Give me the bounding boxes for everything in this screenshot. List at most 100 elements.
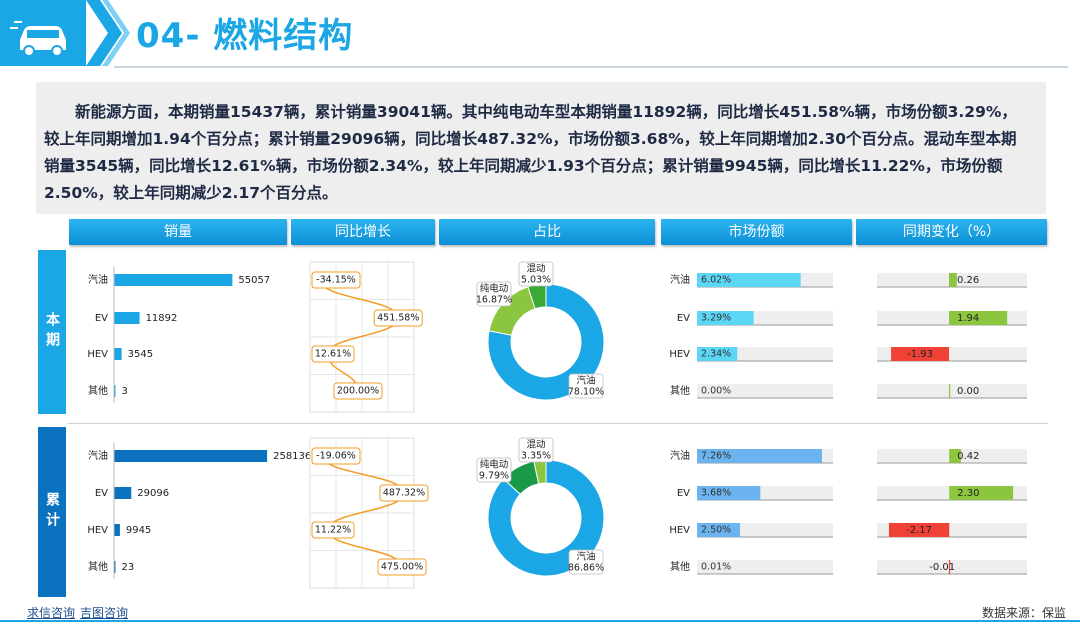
- market-share-value-label: 6.02%: [701, 275, 731, 286]
- column-header-market-share: 市场份额: [661, 219, 852, 245]
- pie-slice: [488, 286, 536, 336]
- market-share-category-label: EV: [677, 488, 690, 499]
- change-value-label: 2.30: [957, 488, 979, 499]
- pie-category-label: 汽油: [576, 551, 595, 563]
- column-header-share: 占比: [439, 219, 655, 245]
- footer-divider: [0, 620, 1080, 622]
- change-track: [877, 486, 1027, 500]
- growth-data-label-box: [377, 558, 427, 576]
- header-divider: [114, 66, 1068, 68]
- growth-data-label: 200.00%: [337, 386, 379, 397]
- pie-slice: [487, 283, 605, 401]
- growth-data-label-box: [333, 382, 383, 400]
- market-share-category-label: HEV: [669, 525, 690, 536]
- market-share-track: [697, 560, 833, 574]
- market-share-category-label: 汽油: [670, 273, 690, 286]
- car-icon: [10, 21, 66, 57]
- growth-data-label: 12.61%: [315, 349, 351, 360]
- change-value-label: 1.94: [957, 313, 979, 324]
- pie-label-box: [518, 261, 554, 287]
- growth-line: [322, 455, 405, 568]
- growth-data-label-box: [311, 271, 361, 289]
- market-share-bar: [697, 449, 822, 463]
- growth-data-label-box: [373, 309, 423, 327]
- row-group-cumulative: 累计: [38, 427, 66, 597]
- pie-category-label: 汽油: [576, 375, 595, 387]
- change-bar: [949, 486, 1014, 500]
- pie-value-label: 86.86%: [568, 563, 604, 574]
- pie-slice: [487, 459, 605, 577]
- market-share-bar: [697, 523, 741, 537]
- market-share-track: [697, 486, 833, 500]
- pie-value-label: 78.10%: [568, 387, 604, 398]
- market-share-category-label: 其他: [670, 384, 690, 397]
- change-bar: [891, 347, 949, 361]
- pie-label-box: [568, 549, 604, 575]
- row-group-current: 本期: [38, 250, 66, 414]
- market-share-bar: [697, 347, 738, 361]
- change-value-label: -1.93: [907, 349, 933, 360]
- change-bar: [949, 384, 951, 398]
- pie-value-label: 16.87%: [476, 295, 512, 306]
- footer-link-qiuxin[interactable]: 求信咨询: [27, 606, 76, 620]
- change-track: [877, 523, 1027, 537]
- pie-category-label: 混动: [526, 440, 545, 451]
- market-share-value-label: 3.29%: [701, 313, 731, 324]
- growth-data-label: 475.00%: [381, 562, 423, 573]
- pie-label-box: [518, 437, 554, 463]
- growth-data-label-box: [379, 484, 429, 502]
- column-header-sales: 销量: [69, 219, 287, 245]
- change-track: [877, 311, 1027, 325]
- market-share-track: [697, 523, 833, 537]
- pie-value-label: 9.79%: [479, 471, 509, 482]
- pie-category-label: 纯电动: [480, 459, 509, 471]
- growth-data-label: -19.06%: [316, 451, 356, 462]
- sales-bar: [114, 524, 120, 536]
- pie-category-label: 纯电动: [480, 283, 509, 295]
- sales-bar: [114, 450, 268, 462]
- sales-bar: [114, 348, 122, 360]
- sales-value-label: 11892: [146, 313, 178, 324]
- sales-value-label: 9945: [126, 525, 151, 536]
- change-bar: [949, 311, 1008, 325]
- market-share-bar: [697, 273, 801, 287]
- column-header-change: 同期变化（%）: [856, 219, 1047, 245]
- change-bar: [888, 523, 950, 537]
- growth-data-label-box: [311, 345, 355, 363]
- sales-bar: [114, 385, 116, 397]
- pie-value-label: 3.35%: [521, 451, 551, 462]
- sales-bar: [114, 274, 233, 286]
- growth-data-label-box: [311, 447, 361, 465]
- growth-data-label: 451.58%: [377, 313, 419, 324]
- market-share-category-label: EV: [677, 313, 690, 324]
- sales-category-label: 其他: [88, 560, 108, 573]
- market-share-value-label: 3.68%: [701, 488, 731, 499]
- growth-data-label: 487.32%: [383, 488, 425, 499]
- pie-category-label: 混动: [526, 264, 545, 275]
- sales-category-label: EV: [95, 313, 108, 324]
- change-value-label: -0.01: [929, 562, 955, 573]
- market-share-track: [697, 311, 833, 325]
- growth-plot-frame: [309, 437, 415, 589]
- growth-data-label: -34.15%: [316, 275, 356, 286]
- pie-slice: [527, 283, 547, 310]
- sales-value-label: 29096: [137, 488, 169, 499]
- market-share-track: [697, 449, 833, 463]
- market-share-value-label: 2.50%: [701, 525, 731, 536]
- sales-category-label: 其他: [88, 384, 108, 397]
- sales-value-label: 55057: [238, 275, 270, 286]
- footer-link-jitu[interactable]: 吉图咨询: [80, 606, 129, 620]
- column-header-growth: 同比增长: [291, 219, 435, 245]
- market-share-value-label: 0.00%: [701, 386, 731, 397]
- sales-category-label: HEV: [87, 525, 108, 536]
- change-track: [877, 347, 1027, 361]
- summary-paragraph: 新能源方面，本期销量15437辆，累计销量39041辆。其中纯电动车型本期销量1…: [36, 82, 1046, 214]
- market-share-bar: [697, 311, 754, 325]
- growth-data-label: 11.22%: [315, 525, 351, 536]
- pie-slice: [502, 460, 540, 495]
- change-track: [877, 273, 1027, 287]
- change-bar: [948, 560, 951, 574]
- sales-category-label: 汽油: [88, 449, 108, 462]
- change-value-label: 0.26: [957, 275, 979, 286]
- pie-label-box: [568, 373, 604, 399]
